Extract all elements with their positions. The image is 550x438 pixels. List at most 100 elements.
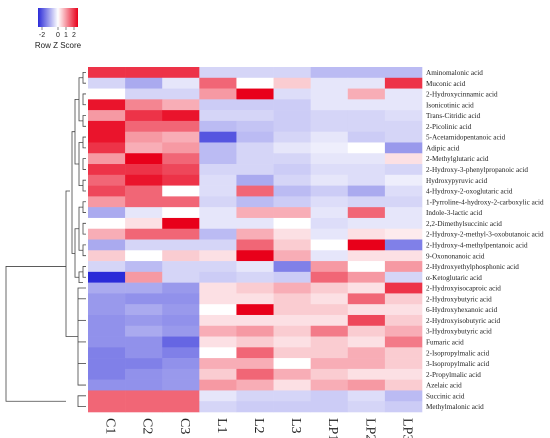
heatmap-cell: [347, 271, 386, 283]
heatmap-cell: [199, 228, 237, 240]
heatmap-cell: [384, 207, 423, 219]
heatmap-cell: [347, 99, 386, 111]
row-label: 3-Isopropylmalic acid: [426, 360, 490, 368]
heatmap-cell: [125, 347, 163, 359]
heatmap-cell: [347, 67, 386, 79]
heatmap-cell: [384, 293, 423, 305]
heatmap-cell: [347, 336, 386, 348]
heatmap-cell: [88, 77, 126, 89]
dendrogram-branch: [65, 190, 70, 337]
heatmap-cell: [310, 131, 349, 143]
heatmap-cell: [162, 185, 200, 197]
heatmap-cell: [88, 142, 126, 154]
heatmap-cell: [236, 282, 274, 294]
heatmap-cell: [347, 347, 386, 359]
row-label: 2-Isopropylmalic acid: [426, 349, 490, 357]
heatmap-cell: [125, 250, 163, 262]
heatmap-cell: [310, 207, 349, 219]
heatmap-cell: [236, 314, 274, 327]
heatmap-cell: [236, 239, 274, 251]
heatmap-cell: [273, 153, 311, 165]
dendrogram-branch: [78, 206, 83, 251]
heatmap-cell: [125, 185, 163, 197]
heatmap-cell: [125, 196, 163, 208]
heatmap-cell: [199, 390, 237, 402]
heatmap-cell: [88, 174, 126, 186]
heatmap-cell: [310, 368, 349, 380]
heatmap-cell: [162, 271, 200, 283]
heatmap-cell: [236, 358, 274, 370]
heatmap-cell: [125, 153, 163, 165]
heatmap-cell: [162, 207, 200, 219]
column-label: LP2: [362, 418, 377, 438]
heatmap-cell: [273, 379, 311, 391]
heatmap-cell: [384, 196, 423, 208]
heatmap-cell: [125, 142, 163, 154]
row-label: 2-Hydroxyisobutyric acid: [426, 317, 500, 325]
heatmap-cell: [310, 304, 349, 316]
heatmap-cell: [125, 293, 163, 305]
heatmap-cell: [199, 196, 237, 208]
heatmap-cell: [310, 174, 349, 186]
heatmap-cell: [88, 217, 126, 230]
heatmap-cell: [347, 261, 386, 273]
heatmap-cell: [347, 131, 386, 143]
heatmap-cell: [384, 325, 423, 337]
dendrogram-branch: [82, 244, 86, 257]
heatmap-cell: [273, 228, 311, 240]
heatmap-cell: [273, 120, 311, 132]
heatmap-cell: [310, 77, 349, 89]
column-label: C3: [177, 418, 192, 434]
heatmap-cell: [310, 379, 349, 391]
heatmap-cell: [125, 239, 163, 251]
heatmap-cell: [236, 207, 274, 219]
row-dendrogram: [5, 71, 86, 408]
heatmap-cell: [236, 164, 274, 176]
heatmap-cell: [347, 250, 386, 262]
heatmap-cell: [310, 110, 349, 122]
heatmap-cell: [384, 99, 423, 111]
heatmap-cell: [125, 325, 163, 337]
heatmap-cell: [273, 239, 311, 251]
heatmap-cell: [347, 196, 386, 208]
dendrogram-branch: [78, 142, 83, 186]
row-label: 2-Methylglutaric acid: [426, 155, 489, 163]
heatmap-cell: [236, 347, 274, 359]
heatmap-cell: [384, 153, 423, 165]
heatmap-cell: [162, 239, 200, 251]
heatmap-cell: [162, 379, 200, 391]
heatmap-cell: [384, 250, 423, 262]
heatmap-cell: [236, 390, 274, 402]
row-label: 2-Hydroxyethylphosphonic acid: [426, 263, 519, 271]
heatmap-cell: [273, 358, 311, 370]
heatmap-cell: [384, 88, 423, 100]
heatmap-cell: [162, 228, 200, 240]
heatmap-cell: [273, 325, 311, 337]
heatmap-cell: [199, 77, 237, 89]
heatmap-cell: [162, 261, 200, 273]
column-label: LP3: [399, 418, 414, 438]
heatmap-cell: [88, 67, 126, 79]
dendrogram-branch: [82, 93, 86, 106]
heatmap-cell: [347, 174, 386, 186]
heatmap-cell: [310, 347, 349, 359]
heatmap-cell: [236, 228, 274, 240]
heatmap-cell: [88, 304, 126, 316]
heatmap-cell: [273, 164, 311, 176]
row-label: 2-Hydroxy-4-methylpentanoic acid: [426, 241, 528, 249]
heatmap-cell: [199, 325, 237, 337]
heatmap-cell: [310, 293, 349, 305]
heatmap-cell: [125, 99, 163, 111]
row-label: Hydroxypyruvic acid: [426, 177, 488, 185]
heatmap-cell: [162, 390, 200, 402]
heatmap-cell: [273, 336, 311, 348]
heatmap-cell: [384, 174, 423, 186]
dendrogram-branch: [82, 222, 86, 235]
heatmap-cell: [273, 250, 311, 262]
heatmap-cell: [384, 120, 423, 132]
color-key-tick-label: 0: [56, 32, 60, 39]
heatmap-cell: [347, 282, 386, 294]
heatmap-cell: [347, 293, 386, 305]
row-label: 6-Hydroxyhexanoic acid: [426, 306, 498, 314]
